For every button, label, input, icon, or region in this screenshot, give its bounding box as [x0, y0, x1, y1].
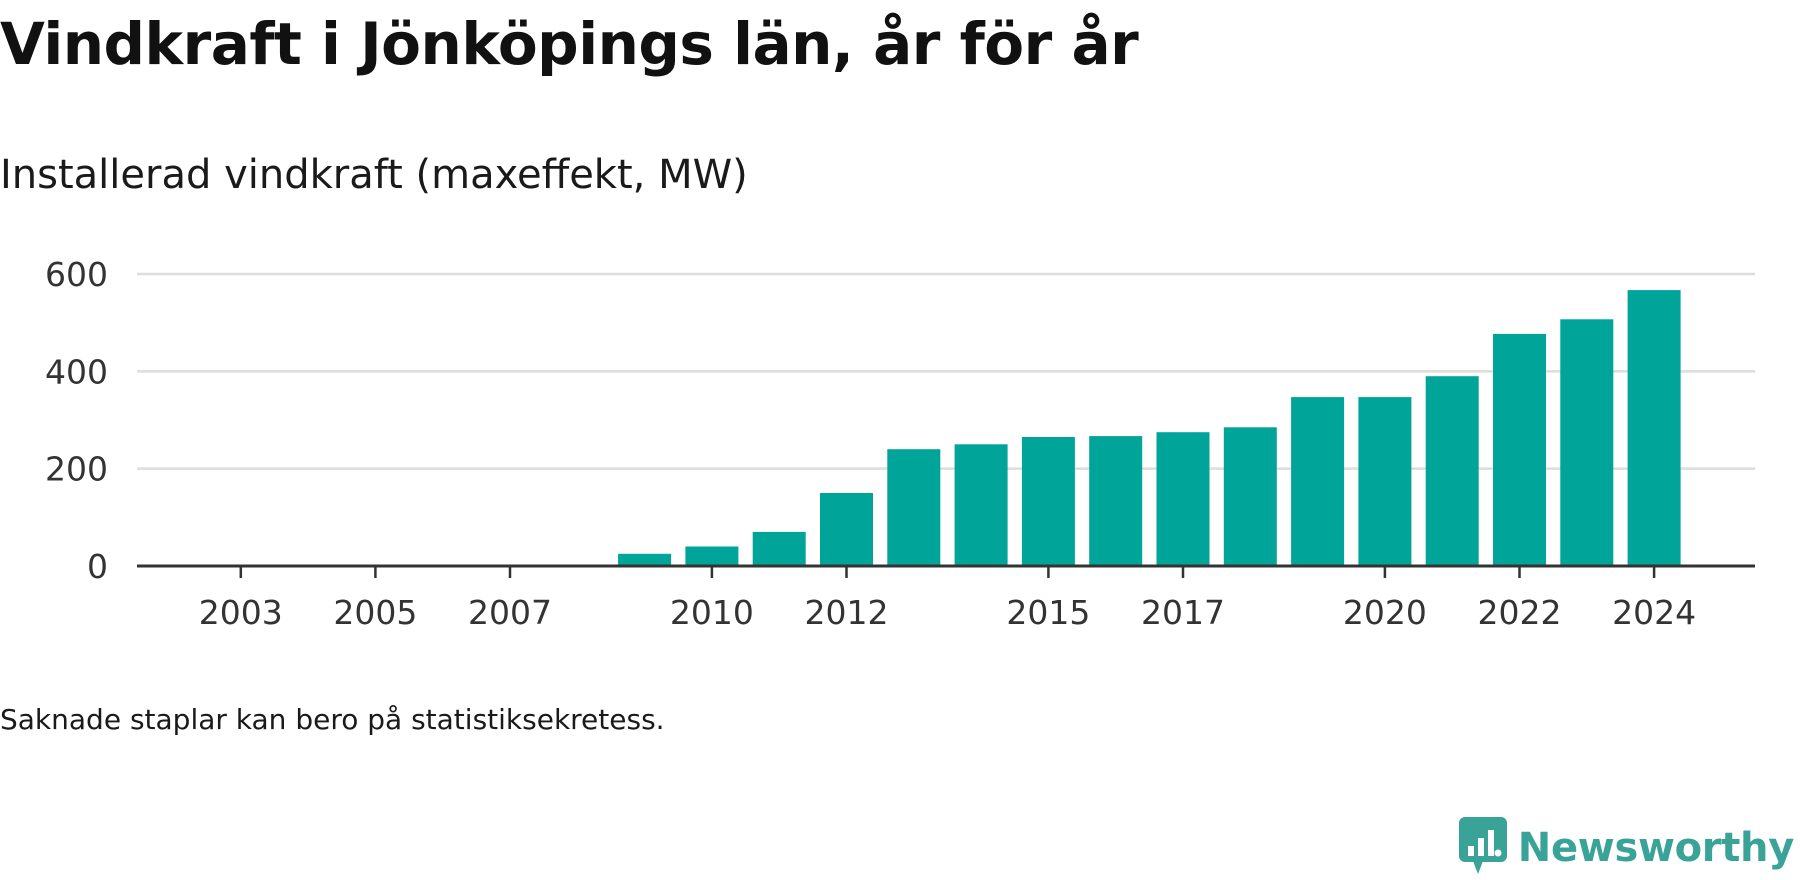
x-tick-label: 2010: [670, 593, 754, 632]
x-tick-label: 2007: [468, 593, 552, 632]
chart-subtitle: Installerad vindkraft (maxeffekt, MW): [0, 152, 748, 198]
y-tick-label: 0: [87, 547, 108, 586]
bar-2010: [685, 546, 739, 566]
x-tick-label: 2024: [1612, 593, 1696, 632]
gridlines: [137, 272, 1755, 470]
y-tick-label: 400: [45, 352, 108, 391]
bar-2022: [1493, 333, 1546, 566]
x-tick-label: 2003: [199, 593, 283, 632]
bar-2024: [1627, 290, 1681, 566]
bar-2015: [1021, 437, 1075, 566]
x-tick-label: 2017: [1141, 593, 1225, 632]
bar-2019: [1291, 397, 1345, 566]
bar-2020: [1358, 397, 1412, 566]
bar-chart: 0 200 400 600 2003 2005 2007 2010 2012 2015 2017 20…: [45, 255, 1755, 632]
brand-name: Newsworthy: [1517, 825, 1795, 871]
brand-logo[interactable]: Newsworthy: [1458, 816, 1795, 880]
bar-2013: [887, 449, 941, 566]
bar-2017: [1156, 432, 1210, 566]
bars: [550, 290, 1681, 566]
bar-2018: [1223, 427, 1277, 566]
tick-labels: 0 200 400 600 2003 2005 2007 2010 2012 2015 2017 20…: [45, 255, 1696, 632]
x-tick-label: 2020: [1343, 593, 1427, 632]
bar-2011: [752, 531, 806, 566]
footnote: Saknade staplar kan bero på statistiksek…: [0, 703, 665, 736]
y-tick-label: 200: [45, 450, 108, 489]
chart-title: Vindkraft i Jönköpings län, år för år: [0, 10, 1139, 78]
x-tick-label: 2015: [1006, 593, 1090, 632]
bar-2012: [820, 493, 873, 566]
x-axis: [137, 564, 1755, 578]
bar-2014: [954, 444, 1008, 566]
bar-2009: [618, 553, 672, 566]
x-tick-label: 2012: [805, 593, 889, 632]
newsworthy-logo-icon: [1458, 816, 1508, 880]
bar-2021: [1425, 376, 1479, 566]
x-tick-label: 2005: [333, 593, 417, 632]
y-tick-label: 600: [45, 255, 108, 294]
x-tick-label: 2022: [1478, 593, 1562, 632]
bar-2023: [1560, 319, 1614, 566]
bar-2016: [1089, 436, 1143, 566]
